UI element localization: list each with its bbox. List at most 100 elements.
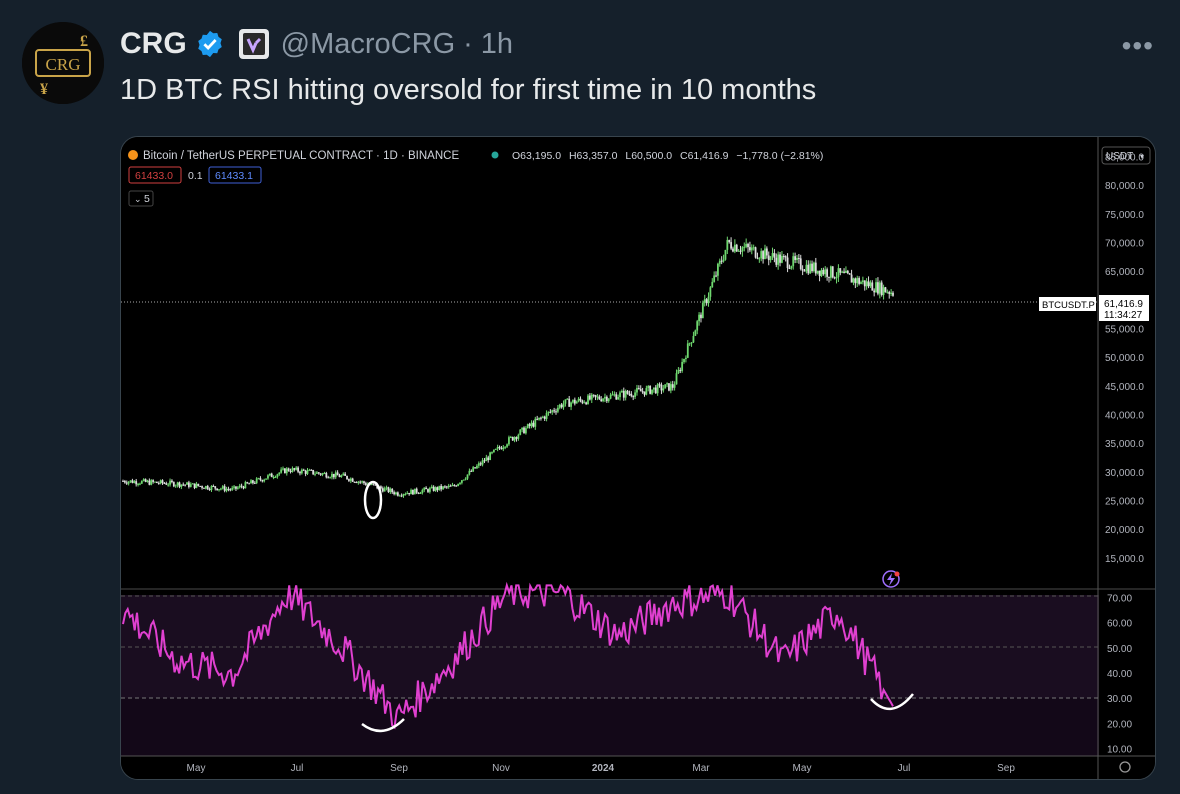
candle-body: [472, 467, 475, 472]
price-rsi-chart: Bitcoin / TetherUS PERPETUAL CONTRACT · …: [121, 137, 1155, 779]
candle-body: [261, 480, 264, 482]
candle-body: [167, 484, 170, 486]
candle-body: [541, 416, 544, 418]
display-name[interactable]: CRG: [120, 27, 187, 60]
timestamp[interactable]: 1h: [480, 27, 514, 60]
candle-body: [833, 277, 836, 279]
candle-body: [477, 463, 480, 466]
market-status-icon: [491, 151, 499, 159]
candle-body: [630, 393, 633, 397]
candle-body: [515, 437, 518, 439]
more-icon[interactable]: •••: [1121, 30, 1154, 61]
chart-settings-icon: [1119, 761, 1131, 773]
candle-body: [543, 416, 546, 419]
candle-body: [349, 478, 352, 481]
candle-body: [169, 480, 171, 485]
candle-body: [707, 296, 710, 304]
candle-body: [161, 480, 164, 484]
candle-body: [381, 488, 384, 492]
time-tick-label: Sep: [997, 763, 1015, 774]
last-price-tag: BTCUSDT.P: [1042, 300, 1095, 311]
verified-badge-icon: [197, 30, 222, 58]
candle-body: [355, 482, 358, 484]
candle-body: [396, 492, 399, 496]
candle-body: [846, 270, 849, 274]
rsi-tick-label: 20.00: [1107, 719, 1132, 730]
candle-body: [526, 424, 529, 429]
candle-body: [854, 278, 857, 284]
candle-body: [287, 468, 290, 471]
candle-body: [304, 470, 307, 474]
avatar-text: CRG: [46, 55, 81, 74]
candle-body: [596, 396, 599, 398]
candle-body: [457, 483, 460, 487]
candle-body: [890, 292, 893, 294]
rsi-tick-label: 40.00: [1107, 669, 1132, 680]
candle-body: [843, 271, 845, 273]
candle-body: [656, 384, 659, 394]
tweet-media[interactable]: Bitcoin / TetherUS PERPETUAL CONTRACT · …: [120, 136, 1156, 780]
candle-body: [314, 473, 316, 475]
candle-body: [479, 463, 482, 465]
candle-body: [764, 248, 766, 260]
candle-body: [797, 258, 800, 260]
candle-body: [154, 481, 156, 483]
candle-body: [193, 483, 196, 488]
candle-body: [562, 403, 565, 408]
candle-body: [735, 244, 738, 252]
candle-body: [835, 277, 838, 279]
candle-body: [551, 410, 554, 413]
candle-body: [749, 247, 751, 251]
candle-body: [685, 357, 687, 359]
candle-body: [438, 485, 441, 491]
candle-body: [733, 244, 736, 252]
candle-body: [291, 468, 294, 472]
candle-body: [363, 481, 365, 484]
candle-body: [123, 480, 126, 483]
candle-body: [773, 253, 776, 258]
candle-body: [632, 396, 635, 398]
candle-body: [408, 492, 411, 495]
candle-body: [572, 399, 574, 403]
candle-body: [447, 485, 450, 488]
candle-body: [869, 282, 872, 287]
candle-body: [329, 477, 331, 479]
candle-body: [302, 469, 305, 471]
candle-body: [878, 282, 881, 294]
candle-body: [826, 269, 829, 277]
candle-body: [521, 427, 524, 430]
candle-body: [628, 393, 631, 395]
candle-body: [762, 251, 764, 260]
candle-body: [585, 402, 588, 405]
candle-body: [434, 487, 437, 491]
candle-body: [752, 247, 755, 249]
candle-body: [137, 483, 139, 485]
candle-body: [568, 398, 571, 407]
candle-body: [240, 485, 243, 487]
candle-body: [775, 257, 778, 265]
candle-body: [713, 275, 716, 282]
candle-body: [724, 249, 727, 260]
candle-body: [545, 412, 548, 419]
handle[interactable]: @MacroCRG: [280, 27, 456, 60]
candle-body: [265, 478, 267, 480]
candle-body: [233, 486, 235, 488]
candle-body: [225, 488, 228, 491]
candle-body: [873, 290, 876, 293]
candle-body: [641, 391, 644, 393]
candle-body: [201, 486, 203, 488]
candle-body: [884, 287, 887, 293]
candle-body: [577, 398, 580, 402]
candle-body: [675, 373, 678, 385]
breakout-marker-ellipse: [363, 480, 383, 520]
candle-body: [496, 447, 499, 449]
candle-body: [406, 492, 409, 495]
avatar[interactable]: £ CRG ¥: [22, 22, 104, 104]
bid-price: 61433.0: [135, 170, 173, 182]
candle-body: [402, 494, 405, 496]
candle-body: [709, 287, 712, 297]
candle-body: [278, 472, 281, 475]
candle-body: [492, 449, 495, 453]
candle-body: [306, 470, 309, 474]
candle-body: [148, 480, 151, 485]
